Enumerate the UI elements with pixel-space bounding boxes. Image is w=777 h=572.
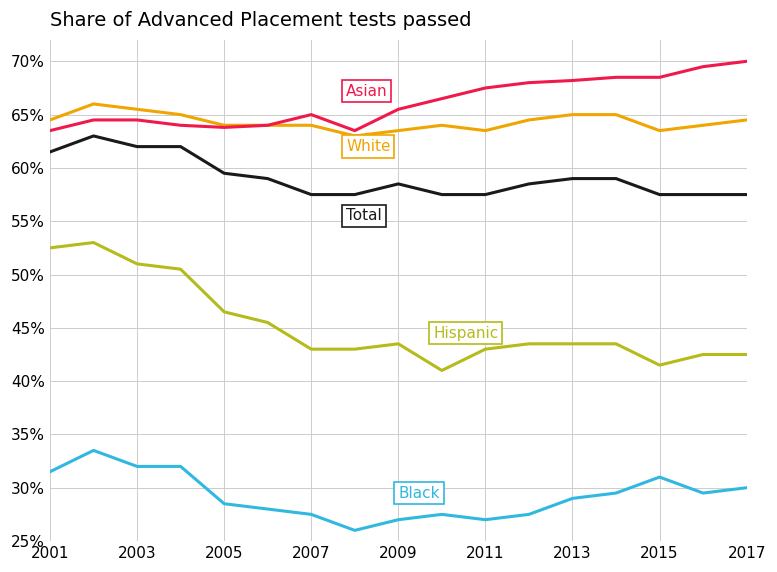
- Text: Asian: Asian: [346, 84, 388, 98]
- Text: Share of Advanced Placement tests passed: Share of Advanced Placement tests passed: [50, 11, 472, 30]
- Text: Black: Black: [399, 486, 440, 500]
- Text: Hispanic: Hispanic: [433, 325, 498, 341]
- Text: Total: Total: [346, 208, 382, 224]
- Text: White: White: [346, 139, 391, 154]
